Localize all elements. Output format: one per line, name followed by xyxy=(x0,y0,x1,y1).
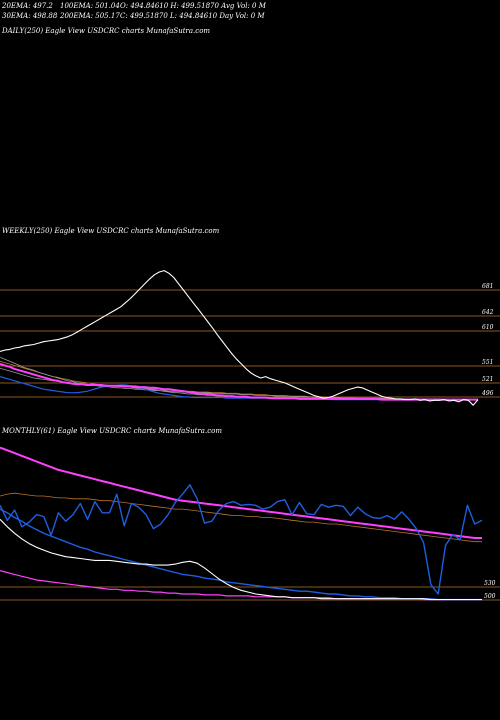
monthly-level-label: 500 xyxy=(484,593,496,600)
monthly-level-label: 530 xyxy=(484,580,496,587)
monthly-series-1-line xyxy=(0,518,482,601)
weekly-series-5-line xyxy=(0,360,478,401)
weekly-series-0-line xyxy=(0,270,479,406)
weekly-level-label: 496 xyxy=(481,390,494,397)
weekly-panel-label: WEEKLY(250) Eagle View USDCRC charts Mun… xyxy=(2,227,220,235)
monthly-series-4-line xyxy=(0,508,482,601)
weekly-level-label: 521 xyxy=(482,376,493,383)
header-ohlc-open-high: O: 494.84610 H: 499.51870 Avg Vol: 0 M xyxy=(120,2,266,10)
monthly-series-0-line xyxy=(0,484,483,595)
monthly-series-3-line xyxy=(0,446,482,539)
weekly-level-label: 681 xyxy=(482,283,493,290)
weekly-series-1-line xyxy=(0,363,478,401)
header-ohlc-close-low: C: 499.51870 L: 494.84610 Day Vol: 0 M xyxy=(120,12,265,20)
monthly-panel: 530 500 xyxy=(0,446,500,601)
weekly-panel: 681 642 610 551 521 496 xyxy=(0,270,500,406)
weekly-level-label: 610 xyxy=(482,324,494,331)
weekly-level-label: 642 xyxy=(482,309,494,316)
header-20ema: 20EMA: 497.2 xyxy=(2,2,53,10)
header-100ema: 100EMA: 501.04 xyxy=(60,2,120,10)
weekly-level-label: 551 xyxy=(482,359,493,366)
header-30ema: 30EMA: 498.88 xyxy=(2,12,58,20)
monthly-panel-label: MONTHLY(61) Eagle View USDCRC charts Mun… xyxy=(2,427,222,435)
daily-panel-label: DAILY(250) Eagle View USDCRC charts Muna… xyxy=(2,27,211,35)
monthly-series-5-line xyxy=(0,570,482,601)
monthly-series-2-line xyxy=(0,492,482,543)
header-200ema: 200EMA: 505.17 xyxy=(60,12,120,20)
